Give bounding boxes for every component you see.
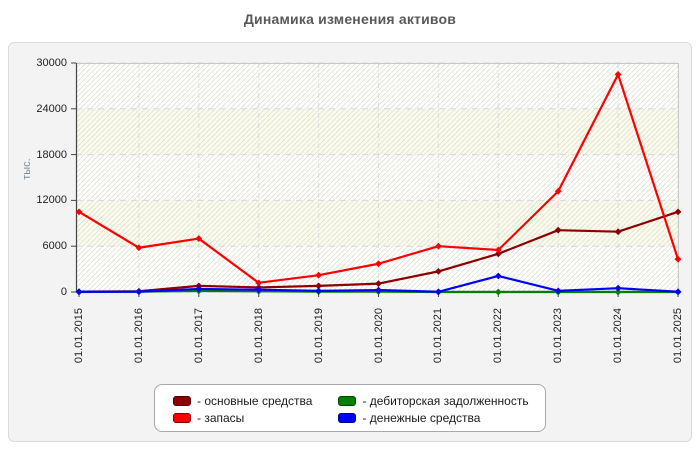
data-point-marker <box>554 187 562 195</box>
y-tick-label: 24000 <box>36 102 67 115</box>
data-point-marker <box>75 208 83 216</box>
page-title: Динамика изменения активов <box>243 11 457 27</box>
data-point-marker <box>494 250 502 258</box>
data-point-marker <box>375 280 382 288</box>
legend-swatch-icon <box>338 412 357 423</box>
x-tick-label: 01.01.2016 <box>132 308 145 364</box>
data-point-marker <box>435 267 442 275</box>
data-point-marker <box>315 287 322 295</box>
legend-item: - дебиторская задолженность <box>338 392 529 409</box>
data-point-marker <box>255 286 263 294</box>
x-tick-label: 01.01.2018 <box>252 308 265 364</box>
x-tick-label: 01.01.2022 <box>492 308 505 364</box>
data-point-marker <box>674 288 682 296</box>
x-tick-label: 01.01.2021 <box>432 308 445 364</box>
chart-panel: тыс. 30000 24000 18000 12000 6000 0 01.01.201… <box>8 42 692 442</box>
data-point-marker <box>435 288 442 296</box>
data-point-marker <box>315 271 322 279</box>
legend-item-label: - денежные средства <box>362 410 481 425</box>
data-point-marker <box>614 228 622 236</box>
data-point-marker <box>554 287 562 295</box>
data-point-marker <box>135 288 143 296</box>
data-point-marker <box>195 285 203 293</box>
y-tick-label: 12000 <box>36 194 67 207</box>
data-point-marker <box>315 282 322 290</box>
x-tick-label: 01.01.2015 <box>73 308 85 364</box>
data-point-marker <box>75 288 83 296</box>
x-tick-label: 01.01.2020 <box>372 308 385 364</box>
data-point-marker <box>255 279 263 287</box>
legend-item: - запасы <box>173 409 312 426</box>
plot-hatch-texture <box>76 63 679 292</box>
y-tick-label: 6000 <box>42 240 67 253</box>
data-point-marker <box>494 272 502 280</box>
legend-swatch-icon <box>173 395 191 406</box>
plot-area <box>71 62 682 297</box>
legend-item-label: - основные средства <box>197 393 313 408</box>
data-point-marker <box>435 242 442 250</box>
legend-item: - основные средства <box>173 392 312 409</box>
legend-grid: - основные средства - запасы - дебиторская… <box>173 392 545 426</box>
y-tick-label: 0 <box>60 286 67 298</box>
y-tick-label: 30000 <box>36 57 67 69</box>
data-point-marker <box>195 235 203 242</box>
data-point-marker <box>494 246 502 254</box>
x-tick-label: 01.01.2019 <box>312 308 325 364</box>
data-point-marker <box>674 255 682 263</box>
data-point-marker <box>614 284 622 292</box>
legend-item-label: - запасы <box>197 410 245 425</box>
legend-swatch-icon <box>338 395 357 406</box>
data-point-marker <box>674 208 682 216</box>
data-point-marker <box>375 286 382 294</box>
x-tick-label: 01.01.2024 <box>612 308 625 364</box>
legend-item-label: - дебиторская задолженность <box>362 393 529 408</box>
x-tick-label: 01.01.2025 <box>672 308 684 364</box>
y-tick-label: 18000 <box>36 148 67 161</box>
legend-item: - денежные средства <box>338 409 528 426</box>
data-point-marker <box>375 260 382 268</box>
x-tick-label: 01.01.2023 <box>552 308 565 364</box>
legend-swatch-icon <box>173 412 191 423</box>
legend: - основные средства - запасы - дебиторская… <box>154 384 546 432</box>
x-tick-label: 01.01.2017 <box>192 308 205 364</box>
data-point-marker <box>554 226 562 234</box>
